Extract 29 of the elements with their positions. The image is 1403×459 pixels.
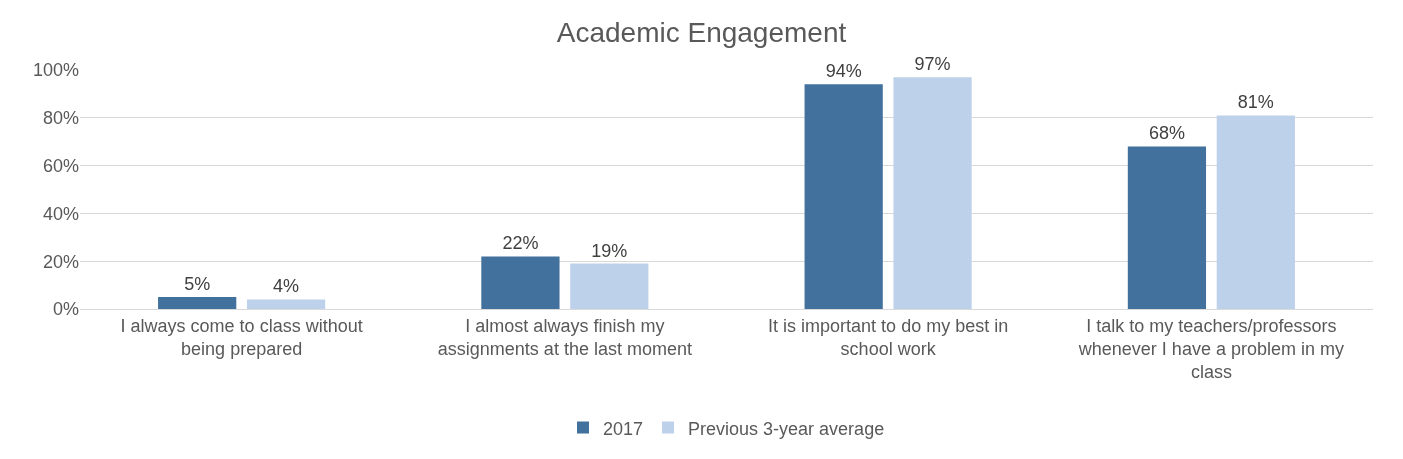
bar <box>1216 115 1295 309</box>
data-label: 22% <box>502 233 539 254</box>
x-tick-label: I always come to class without being prepared <box>120 315 363 359</box>
bar <box>804 84 883 309</box>
chart-title: Academic Engagement <box>556 16 847 48</box>
bar <box>481 256 560 309</box>
data-label: 19% <box>591 240 628 261</box>
data-label: 81% <box>1237 92 1274 113</box>
bar <box>246 299 326 309</box>
legend-label: Previous 3-year average <box>688 418 885 439</box>
y-tick-label: 0% <box>52 299 79 320</box>
bar <box>893 77 972 309</box>
x-tick-label: I almost always finish my assignments at the last moment <box>437 315 692 359</box>
x-tick-label: I talk to my teachers/professors whenever I have a problem in my class <box>1077 315 1344 383</box>
y-tick-label: 100% <box>32 60 79 81</box>
data-label: 68% <box>1148 123 1185 144</box>
data-label: 4% <box>273 276 300 297</box>
y-tick-label: 40% <box>42 203 79 224</box>
bar <box>158 297 237 309</box>
bar <box>570 263 649 309</box>
data-label: 94% <box>825 61 862 82</box>
data-label: 5% <box>184 274 211 295</box>
y-tick-label: 60% <box>42 155 79 176</box>
y-tick-label: 20% <box>42 251 79 272</box>
bar <box>1127 146 1207 309</box>
data-label: 97% <box>914 54 951 75</box>
legend-label: 2017 <box>603 418 644 439</box>
y-tick-label: 80% <box>42 108 79 129</box>
x-tick-label: It is important to do my best in school work <box>768 315 1009 359</box>
